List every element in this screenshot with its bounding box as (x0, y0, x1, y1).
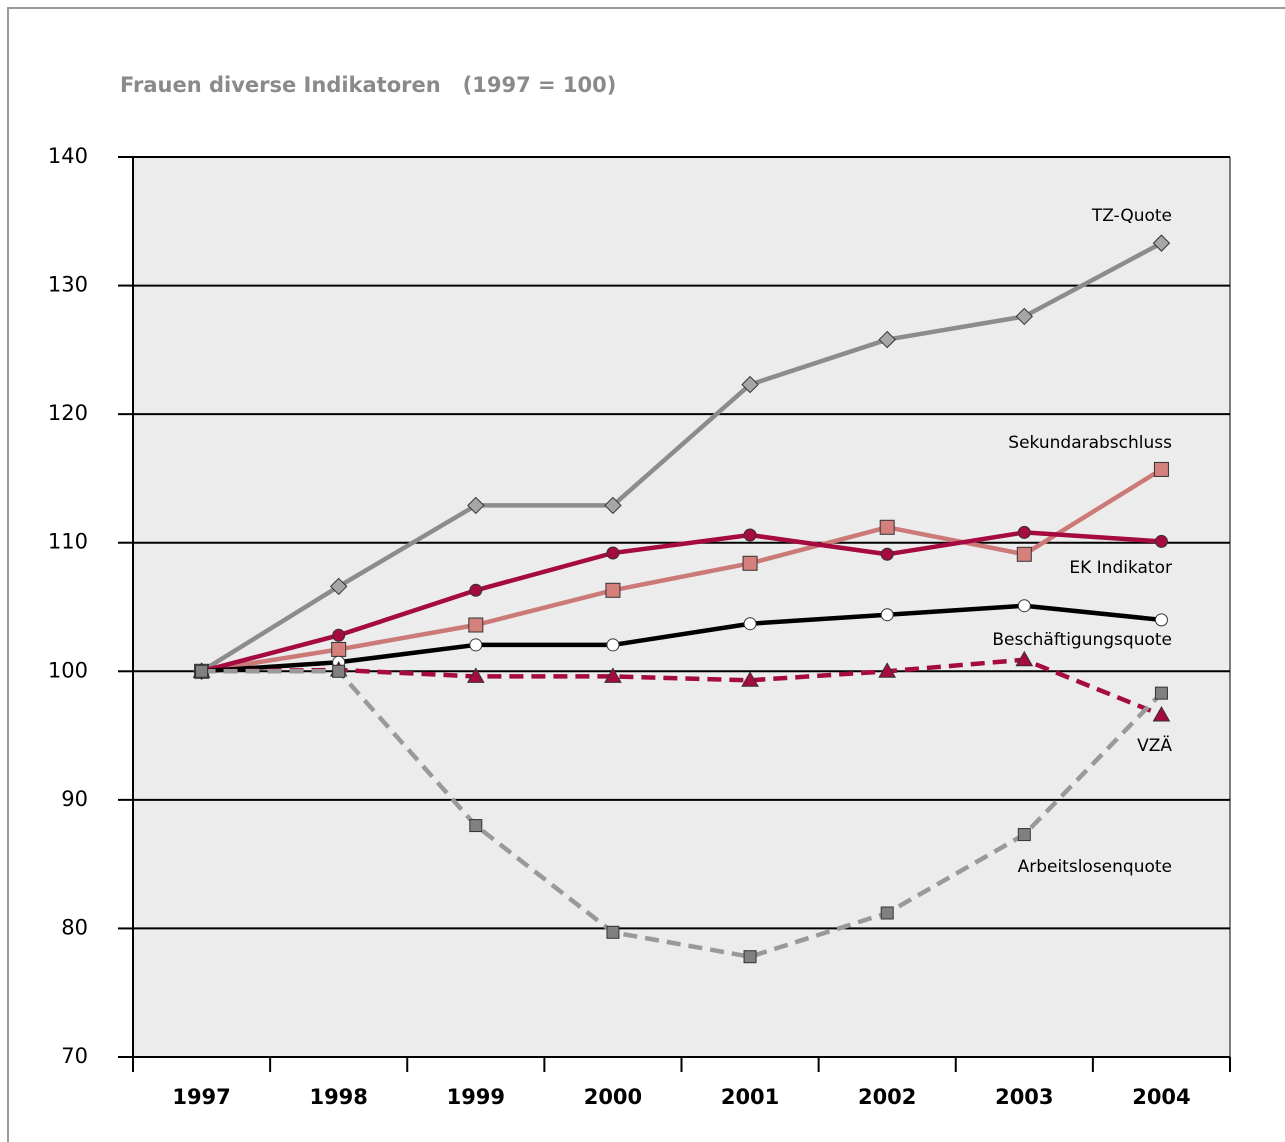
marker (1154, 686, 1168, 700)
y-tick-label: 130 (48, 273, 88, 297)
marker (743, 950, 757, 964)
y-tick-label: 80 (61, 915, 88, 939)
series-label: Beschäftigungsquote (992, 630, 1172, 650)
marker (741, 671, 759, 687)
marker (743, 617, 757, 631)
marker (469, 819, 483, 833)
marker (880, 608, 894, 622)
series-label: Sekundarabschluss (1008, 433, 1172, 453)
marker (741, 375, 759, 394)
x-tick-label: 2003 (995, 1085, 1053, 1109)
x-tick-label: 1997 (172, 1085, 230, 1109)
marker (604, 667, 622, 683)
marker (469, 583, 483, 597)
marker (606, 925, 620, 939)
marker (1154, 534, 1168, 548)
series-label: EK Indikator (1069, 558, 1172, 578)
marker (606, 638, 620, 652)
marker (332, 664, 346, 678)
marker (467, 496, 485, 515)
marker (332, 628, 346, 642)
marker (879, 519, 895, 535)
y-tick-label: 110 (48, 530, 88, 554)
marker (1153, 461, 1169, 477)
marker (331, 641, 347, 657)
marker (466, 667, 485, 683)
x-tick-label: 1999 (447, 1085, 505, 1109)
marker (878, 330, 896, 349)
x-tick-label: 2004 (1132, 1085, 1190, 1109)
series-line (200, 530, 1162, 674)
marker (1152, 705, 1171, 722)
series-label: TZ-Quote (1091, 206, 1172, 226)
marker (1015, 307, 1034, 326)
marker (604, 496, 622, 515)
marker (606, 546, 620, 560)
marker (880, 547, 894, 561)
marker (1152, 234, 1171, 252)
marker (1015, 650, 1034, 667)
series-line (201, 603, 1162, 674)
marker (743, 528, 757, 542)
series-line (201, 669, 1164, 959)
chart-title: Frauen diverse Indikatoren (1997 = 100) (120, 73, 616, 97)
y-tick-label: 140 (48, 144, 88, 168)
series-line (201, 467, 1163, 674)
marker (1154, 613, 1168, 627)
y-tick-label: 100 (48, 658, 88, 682)
marker (605, 582, 621, 598)
y-tick-label: 70 (61, 1044, 88, 1068)
marker (1016, 546, 1032, 562)
marker (1017, 828, 1031, 842)
marker (329, 577, 348, 596)
marker (880, 906, 894, 920)
marker (469, 638, 483, 652)
marker (742, 555, 758, 571)
x-tick-label: 2002 (858, 1085, 916, 1109)
y-tick-label: 90 (61, 787, 88, 811)
x-tick-label: 2001 (721, 1085, 779, 1109)
series-label: Arbeitslosenquote (1018, 857, 1172, 877)
x-tick-label: 2000 (584, 1085, 642, 1109)
marker (468, 617, 484, 633)
series-label: VZÄ (1137, 735, 1172, 756)
y-tick-label: 120 (48, 401, 88, 425)
x-tick-label: 1998 (309, 1085, 367, 1109)
marker (1017, 525, 1031, 539)
marker (878, 662, 897, 678)
series-line (201, 657, 1163, 718)
marker (195, 664, 209, 678)
marker (1017, 599, 1031, 613)
series-line (200, 241, 1163, 674)
